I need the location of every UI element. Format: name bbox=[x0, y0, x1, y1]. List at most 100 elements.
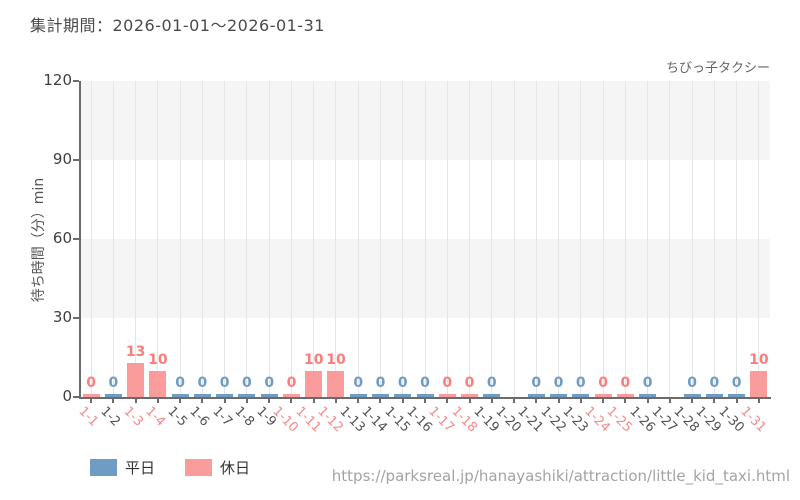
bar-value-label: 0 bbox=[108, 375, 119, 391]
bar[interactable] bbox=[438, 394, 456, 397]
x-axis-tick bbox=[490, 399, 493, 403]
x-axis-tick bbox=[90, 399, 93, 403]
bar-value-label: 0 bbox=[486, 375, 497, 391]
x-axis-tick bbox=[668, 399, 671, 403]
bar-value-label: 0 bbox=[464, 375, 475, 391]
x-axis-tick bbox=[446, 399, 449, 403]
vertical-gridline bbox=[446, 81, 448, 397]
bar[interactable] bbox=[527, 394, 545, 397]
bar[interactable] bbox=[171, 394, 189, 397]
bar[interactable] bbox=[550, 394, 568, 397]
x-axis-tick bbox=[735, 399, 738, 403]
bar[interactable] bbox=[683, 394, 701, 397]
legend-item-holiday: 休日 bbox=[185, 457, 250, 478]
x-tick-label: 1-7 bbox=[209, 404, 235, 430]
vertical-gridline bbox=[491, 81, 493, 397]
bar[interactable] bbox=[572, 394, 590, 397]
x-tick-label: 1-6 bbox=[186, 404, 213, 430]
bar[interactable] bbox=[371, 394, 389, 397]
x-axis-tick bbox=[334, 399, 337, 403]
bar[interactable] bbox=[127, 362, 145, 397]
legend-item-weekday: 平日 bbox=[90, 457, 155, 478]
vertical-gridline bbox=[313, 81, 315, 397]
attraction-name-label: ちびっ子タクシー bbox=[665, 61, 770, 76]
y-axis-line bbox=[79, 81, 81, 398]
x-tick-label: 1-3 bbox=[120, 404, 146, 430]
bar-value-label: 0 bbox=[242, 375, 252, 391]
bar-value-label: 10 bbox=[749, 351, 769, 368]
bar-value-label: 0 bbox=[197, 375, 208, 391]
vertical-gridline bbox=[335, 81, 337, 397]
bar[interactable] bbox=[728, 394, 746, 397]
holiday-color-swatch bbox=[185, 459, 213, 476]
y-tick-label: 30 bbox=[52, 308, 72, 326]
vertical-gridline bbox=[669, 81, 671, 397]
y-tick-label: 120 bbox=[43, 71, 72, 89]
bar-value-label: 0 bbox=[264, 375, 275, 391]
vertical-gridline bbox=[758, 81, 760, 397]
x-tick-label: 1-4 bbox=[142, 404, 168, 430]
vertical-gridline bbox=[558, 81, 560, 397]
vertical-gridline bbox=[357, 81, 359, 397]
y-axis-tick bbox=[73, 159, 79, 161]
y-axis-tick bbox=[73, 317, 79, 319]
vertical-gridline bbox=[201, 81, 203, 397]
vertical-gridline bbox=[157, 81, 159, 397]
bar[interactable] bbox=[82, 394, 100, 397]
bar-value-label: 0 bbox=[353, 375, 364, 391]
x-axis-tick bbox=[201, 399, 204, 403]
vertical-gridline bbox=[224, 81, 226, 397]
bar[interactable] bbox=[149, 370, 167, 397]
bar[interactable] bbox=[705, 394, 723, 397]
bar[interactable] bbox=[327, 370, 345, 397]
bar[interactable] bbox=[260, 394, 278, 397]
vertical-gridline bbox=[402, 81, 404, 397]
vertical-gridline bbox=[90, 81, 92, 397]
vertical-gridline bbox=[736, 81, 738, 397]
vertical-gridline bbox=[647, 81, 649, 397]
vertical-gridline bbox=[112, 81, 114, 397]
x-axis-tick bbox=[424, 399, 426, 403]
x-axis-tick bbox=[468, 399, 471, 403]
bar[interactable] bbox=[305, 370, 323, 397]
x-axis-tick bbox=[557, 399, 560, 403]
bar[interactable] bbox=[416, 394, 434, 397]
legend-label-holiday: 休日 bbox=[220, 459, 251, 477]
bar-value-label: 0 bbox=[175, 375, 186, 391]
bar[interactable] bbox=[193, 394, 211, 397]
bar[interactable] bbox=[238, 394, 256, 397]
bar[interactable] bbox=[639, 394, 657, 397]
bar-value-label: 0 bbox=[531, 375, 542, 391]
x-axis-tick bbox=[312, 399, 315, 403]
bar[interactable] bbox=[394, 394, 412, 397]
bar[interactable] bbox=[216, 394, 234, 397]
x-axis-tick bbox=[268, 399, 271, 403]
bar[interactable] bbox=[483, 394, 501, 397]
x-axis-tick bbox=[624, 399, 627, 403]
vertical-gridline bbox=[424, 81, 426, 397]
x-axis-tick bbox=[223, 399, 226, 403]
bar[interactable] bbox=[282, 394, 300, 397]
x-axis-tick bbox=[579, 399, 582, 403]
x-tick-label: 1-2 bbox=[97, 404, 124, 430]
bar[interactable] bbox=[461, 394, 479, 397]
bar[interactable] bbox=[104, 394, 122, 397]
bar[interactable] bbox=[616, 394, 634, 397]
bar-value-label: 0 bbox=[375, 375, 386, 391]
vertical-gridline bbox=[290, 81, 292, 397]
bar-value-label: 0 bbox=[709, 375, 720, 391]
plot-area: 0 0 13 10 0 0 0 0 0 0 10 10 0 0 0 0 0 0 0 0 0 0 0 0 0 0 0 0 10 bbox=[80, 81, 770, 397]
bar-value-label: 0 bbox=[598, 375, 608, 391]
bar-value-label: 0 bbox=[420, 375, 430, 391]
y-axis-tick bbox=[73, 396, 79, 398]
bar-value-label: 10 bbox=[303, 351, 324, 368]
source-url[interactable]: https://parksreal.jp/hanayashiki/attract… bbox=[331, 467, 790, 485]
bar[interactable] bbox=[349, 394, 367, 397]
x-axis-tick bbox=[156, 399, 159, 403]
bar[interactable] bbox=[594, 394, 612, 397]
bar-value-label: 0 bbox=[731, 375, 742, 391]
y-tick-label: 90 bbox=[52, 150, 72, 168]
bar[interactable] bbox=[750, 370, 768, 397]
vertical-gridline bbox=[624, 81, 626, 397]
